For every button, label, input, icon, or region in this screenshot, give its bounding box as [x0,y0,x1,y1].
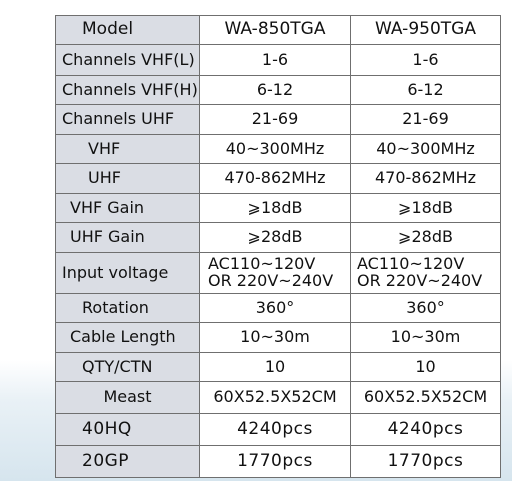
cell-wa950: 60X52.5X52CM [350,381,501,414]
cell-wa950: 360° [350,293,501,323]
model-header-label: Model [55,15,200,45]
cell-wa850: 40~300MHz [199,134,351,164]
row-label: QTY/CTN [55,352,200,382]
row-label: UHF Gain [55,222,200,253]
cell-wa850: 6-12 [199,75,351,105]
cell-wa950: 40~300MHz [350,134,501,164]
row-label: Cable Length [55,322,200,353]
table-row: UHF Gain ⩾28dB ⩾28dB [55,222,501,253]
table-row: Channels VHF(L) 1-6 1-6 [55,44,501,76]
table-row: VHF 40~300MHz 40~300MHz [55,134,501,164]
table-row: Meast 60X52.5X52CM 60X52.5X52CM [55,381,501,414]
model-header-wa850: WA-850TGA [199,15,351,45]
row-label: Rotation [55,293,200,323]
cell-wa850: AC110~120V OR 220V~240V [199,252,351,294]
row-label: Channels VHF(H) [55,75,200,105]
voltage-line-2: OR 220V~240V [208,271,334,290]
table-row: Channels VHF(H) 6-12 6-12 [55,75,501,105]
cell-wa850: 10 [199,352,351,382]
row-label: 20GP [55,445,200,478]
cell-wa850: 21-69 [199,104,351,135]
cell-wa950: 1770pcs [350,445,501,478]
voltage-line-1: AC110~120V [357,254,465,274]
cell-wa950: 10~30m [350,322,501,353]
cell-wa950: 21-69 [350,104,501,135]
table-row: UHF 470-862MHz 470-862MHz [55,163,501,194]
spec-table: Model WA-850TGA WA-950TGA Channels VHF(L… [55,15,501,478]
row-label: Input voltage [55,252,200,294]
cell-wa950: 10 [350,352,501,382]
row-label: 40HQ [55,413,200,446]
table-row: Channels UHF 21-69 21-69 [55,104,501,135]
header-row: Model WA-850TGA WA-950TGA [55,15,501,45]
row-label: VHF [55,134,200,164]
cell-wa950: 6-12 [350,75,501,105]
voltage-line-1: AC110~120V [208,254,316,274]
table-row: 20GP 1770pcs 1770pcs [55,445,501,478]
cell-wa950: AC110~120V OR 220V~240V [350,252,501,294]
row-label: Meast [55,381,200,414]
cell-wa950: ⩾18dB [350,193,501,223]
cell-wa850: 60X52.5X52CM [199,381,351,414]
table-row: VHF Gain ⩾18dB ⩾18dB [55,193,501,223]
cell-wa850: 360° [199,293,351,323]
cell-wa950: ⩾28dB [350,222,501,253]
cell-wa850: 1-6 [199,44,351,76]
row-label: VHF Gain [55,193,200,223]
cell-wa950: 4240pcs [350,413,501,446]
table-row: QTY/CTN 10 10 [55,352,501,382]
cell-wa850: ⩾28dB [199,222,351,253]
cell-wa950: 470-862MHz [350,163,501,194]
row-label: UHF [55,163,200,194]
row-label: Channels VHF(L) [55,44,200,76]
model-header-wa950: WA-950TGA [350,15,501,45]
cell-wa850: ⩾18dB [199,193,351,223]
cell-wa850: 1770pcs [199,445,351,478]
cell-wa850: 470-862MHz [199,163,351,194]
table-row: Input voltage AC110~120V OR 220V~240V AC… [55,252,501,294]
voltage-line-2: OR 220V~240V [357,271,483,290]
cell-wa950: 1-6 [350,44,501,76]
cell-wa850: 4240pcs [199,413,351,446]
table-row: Rotation 360° 360° [55,293,501,323]
table-row: 40HQ 4240pcs 4240pcs [55,413,501,446]
cell-wa850: 10~30m [199,322,351,353]
table-row: Cable Length 10~30m 10~30m [55,322,501,353]
row-label: Channels UHF [55,104,200,135]
